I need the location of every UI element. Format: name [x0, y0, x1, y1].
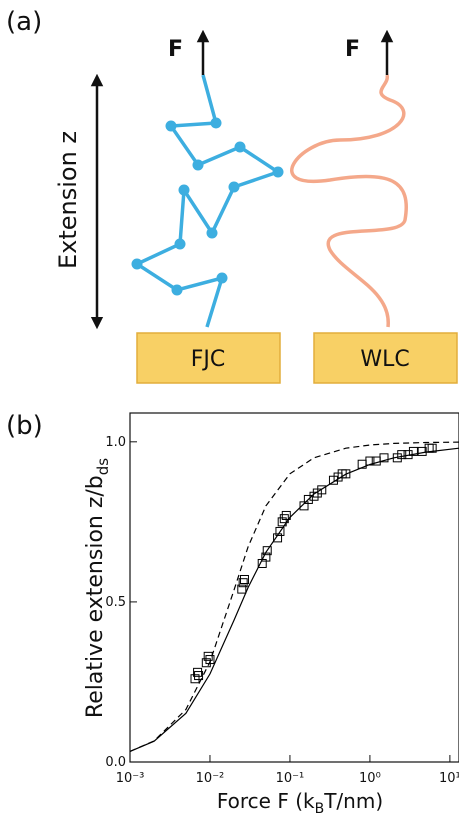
data-point — [328, 475, 338, 485]
x-tick-label: 10⁻¹ — [276, 771, 305, 786]
y-tick-label: 1.0 — [105, 435, 126, 450]
data-point — [317, 485, 327, 495]
data-point — [365, 456, 375, 466]
data-point — [417, 446, 427, 456]
x-axis-label-text: Force F (k — [217, 789, 315, 813]
y-tick-label: 0.5 — [105, 595, 126, 610]
fjc-chain — [131, 74, 284, 328]
data-point — [403, 450, 413, 460]
x-tick-label: 10¹ — [439, 771, 459, 786]
box-label: FJC — [191, 347, 226, 372]
fjc-curve — [129, 441, 459, 752]
x-tick-label: 10⁻³ — [116, 771, 145, 786]
x-axis-label: Force F (kBT/nm) — [217, 789, 383, 817]
y-axis-label-text: Relative extension z/b — [83, 475, 108, 718]
data-point — [237, 584, 247, 594]
data-point — [262, 546, 272, 556]
data-point — [281, 510, 291, 520]
panel-label: (a) — [6, 7, 42, 37]
data-point — [238, 578, 248, 588]
plot-frame — [129, 412, 459, 763]
data-point — [273, 533, 283, 543]
y-axis-label: Relative extension z/bds — [83, 458, 112, 718]
data-point — [397, 450, 407, 460]
panel-label: (b) — [6, 411, 43, 441]
y-tick-label: 0.0 — [105, 755, 126, 770]
data-point — [205, 655, 215, 665]
data-point — [275, 526, 285, 536]
data-point — [239, 574, 249, 584]
x-tick-label: 10⁻² — [196, 771, 225, 786]
data-point — [408, 446, 418, 456]
wlc-chain — [290, 74, 408, 328]
wlc-curve — [129, 447, 459, 752]
wlc-box — [313, 332, 458, 384]
force-label: F — [168, 37, 183, 62]
data-point — [194, 671, 204, 681]
x-tick-label: 10⁰ — [359, 771, 381, 786]
data-point — [303, 494, 313, 504]
x-axis-label-text: T/nm) — [323, 789, 383, 813]
y-axis-label-sub: ds — [94, 458, 112, 476]
data-point — [203, 651, 213, 661]
data-point — [341, 469, 351, 479]
data-point — [309, 491, 319, 501]
data-point — [427, 443, 437, 453]
data-point — [279, 514, 289, 524]
data-point — [193, 667, 203, 677]
data-point — [261, 552, 271, 562]
force-label: F — [345, 37, 360, 62]
data-point — [379, 453, 389, 463]
fjc-box — [136, 332, 281, 384]
extension-label: Extension z — [54, 131, 82, 269]
box-label: WLC — [360, 347, 409, 372]
x-axis-label-sub: B — [315, 801, 325, 817]
